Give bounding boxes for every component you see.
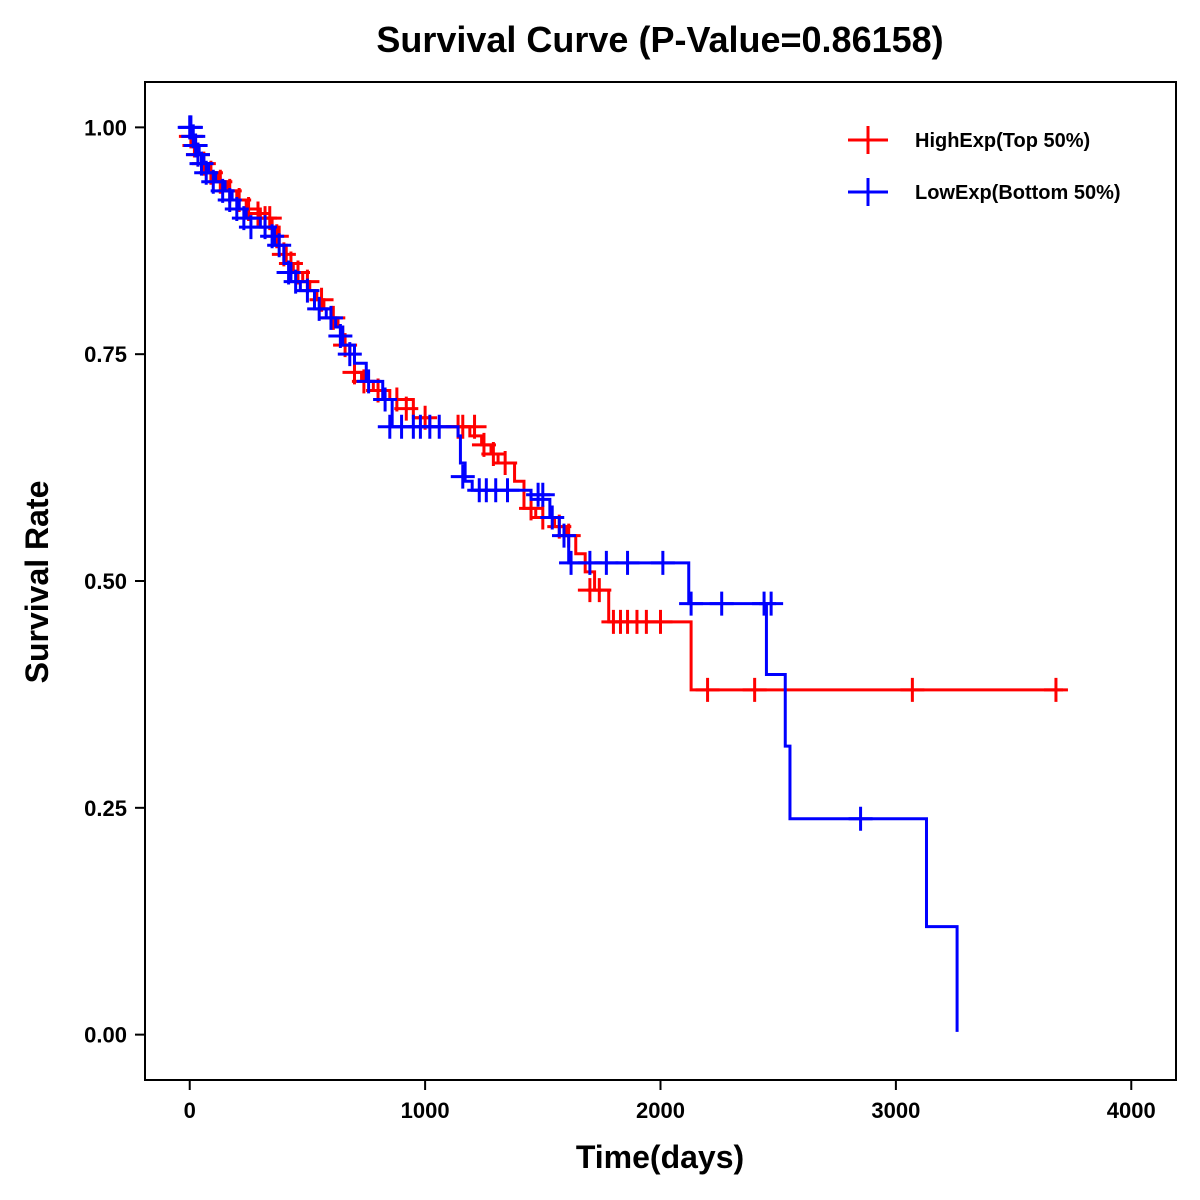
- censor-mark: [587, 578, 612, 603]
- censor-mark: [759, 591, 784, 616]
- censor-mark: [742, 677, 767, 702]
- x-tick-label: 1000: [401, 1098, 450, 1123]
- censor-mark: [594, 550, 619, 575]
- x-tick-label: 2000: [636, 1098, 685, 1123]
- censor-mark: [648, 609, 673, 634]
- censor-mark: [848, 806, 873, 831]
- censor-mark: [295, 278, 320, 303]
- censor-mark: [318, 305, 343, 330]
- y-tick-label: 1.00: [84, 115, 127, 140]
- legend-key-0: [848, 126, 888, 154]
- x-tick-label: 3000: [871, 1098, 920, 1123]
- legend: HighExp(Top 50%) LowExp(Bottom 50%): [848, 126, 1121, 206]
- x-tick-label: 0: [184, 1098, 196, 1123]
- survival-curve: [189, 125, 1064, 692]
- y-tick-label: 0.00: [84, 1023, 127, 1048]
- censor-mark: [328, 324, 353, 349]
- censor-mark: [650, 550, 675, 575]
- censor-mark: [267, 233, 292, 258]
- censor-mark: [356, 369, 381, 394]
- censor-mark: [1043, 677, 1068, 702]
- y-tick-label: 0.25: [84, 796, 127, 821]
- censor-mark: [373, 387, 398, 412]
- x-axis-title: Time(days): [576, 1139, 744, 1175]
- censor-mark: [709, 591, 734, 616]
- censor-mark: [900, 677, 925, 702]
- legend-label-0: HighExp(Top 50%): [915, 130, 1090, 152]
- y-axis-title: Survival Rate: [19, 481, 55, 684]
- series-layer: [177, 115, 1068, 1032]
- censor-mark: [495, 478, 520, 503]
- censor-mark: [450, 464, 475, 489]
- censor-mark: [394, 396, 419, 421]
- censor-mark: [615, 550, 640, 575]
- plot-frame: [144, 81, 1177, 1081]
- censor-mark: [462, 414, 487, 439]
- legend-label-1: LowExp(Bottom 50%): [915, 182, 1121, 204]
- axes: 0 1000 2000 3000 4000 0.00 0.25 0.50 0.75 1.00: [84, 115, 1156, 1123]
- censor-mark: [530, 482, 555, 507]
- y-tick-label: 0.75: [84, 342, 127, 367]
- legend-key-1: [848, 178, 888, 206]
- series-1: [177, 115, 959, 1032]
- series-0: [178, 124, 1068, 702]
- censor-mark: [695, 677, 720, 702]
- censor-mark: [551, 523, 576, 548]
- y-tick-label: 0.50: [84, 569, 127, 594]
- chart-title: Survival Curve (P-Value=0.86158): [376, 19, 943, 60]
- x-tick-label: 4000: [1107, 1098, 1156, 1123]
- censor-mark: [493, 451, 518, 476]
- censor-mark: [679, 591, 704, 616]
- censor-mark: [540, 505, 565, 530]
- censor-mark: [337, 342, 362, 367]
- censor-mark: [427, 414, 452, 439]
- survival-curve: [189, 125, 959, 1032]
